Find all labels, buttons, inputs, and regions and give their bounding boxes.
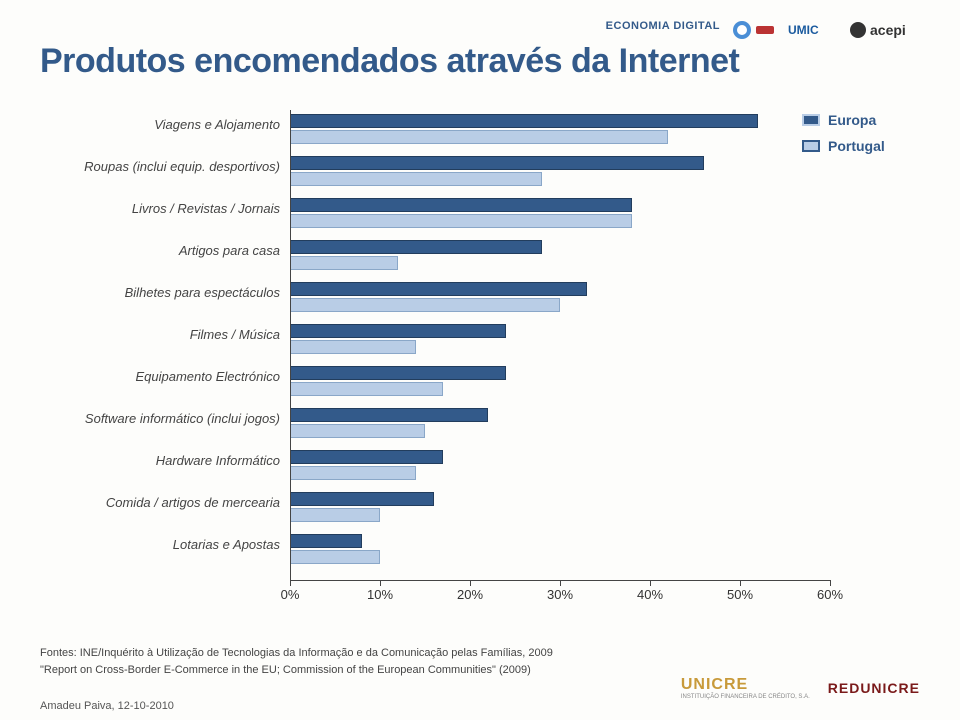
footer-logos: UNICRE INSTITUIÇÃO FINANCEIRA DE CRÉDITO… bbox=[681, 676, 920, 700]
x-tick-mark bbox=[380, 580, 381, 586]
page-title: Produtos encomendados através da Interne… bbox=[40, 42, 739, 81]
category-label: Hardware Informático bbox=[40, 454, 280, 468]
category-label: Roupas (inclui equip. desportivos) bbox=[40, 160, 280, 174]
x-tick-mark bbox=[830, 580, 831, 586]
footer-source-2: "Report on Cross-Border E-Commerce in th… bbox=[40, 662, 553, 679]
footer-author: Amadeu Paiva, 12-10-2010 bbox=[40, 700, 174, 712]
x-tick-label: 20% bbox=[450, 587, 490, 602]
legend-label-portugal: Portugal bbox=[828, 138, 885, 154]
acepi-logo: acepi bbox=[848, 16, 920, 44]
category-label: Viagens e Alojamento bbox=[40, 118, 280, 132]
legend-label-europa: Europa bbox=[828, 112, 876, 128]
category-label: Filmes / Música bbox=[40, 328, 280, 342]
x-tick-label: 50% bbox=[720, 587, 760, 602]
partner-logo-1 bbox=[728, 16, 778, 44]
x-tick-mark bbox=[290, 580, 291, 586]
page-root: ECONOMIA DIGITAL UMIC acepi Produtos enc… bbox=[0, 0, 960, 720]
umic-logo: UMIC bbox=[788, 16, 838, 44]
svg-text:UMIC: UMIC bbox=[788, 23, 819, 37]
x-tick-label: 40% bbox=[630, 587, 670, 602]
header-logo-row: UMIC acepi bbox=[728, 16, 920, 44]
footer-source-1: Fontes: INE/Inquérito à Utilização de Te… bbox=[40, 645, 553, 662]
chart-area: Europa Portugal Viagens e Alojamento Roup… bbox=[40, 110, 920, 610]
category-label: Equipamento Electrónico bbox=[40, 370, 280, 384]
category-label: Bilhetes para espectáculos bbox=[40, 286, 280, 300]
x-tick-label: 30% bbox=[540, 587, 580, 602]
x-axis-ticks: 0%10%20%30%40%50%60% bbox=[290, 110, 830, 580]
category-label: Livros / Revistas / Jornais bbox=[40, 202, 280, 216]
category-label: Lotarias e Apostas bbox=[40, 538, 280, 552]
x-tick-mark bbox=[740, 580, 741, 586]
x-tick-mark bbox=[560, 580, 561, 586]
x-tick-mark bbox=[470, 580, 471, 586]
economia-digital-label: ECONOMIA DIGITAL bbox=[606, 20, 720, 32]
redunicre-logo: REDUNICRE bbox=[828, 680, 920, 696]
x-tick-label: 0% bbox=[270, 587, 310, 602]
category-label: Software informático (inclui jogos) bbox=[40, 412, 280, 426]
x-tick-label: 60% bbox=[810, 587, 850, 602]
unicre-logo: UNICRE INSTITUIÇÃO FINANCEIRA DE CRÉDITO… bbox=[681, 676, 810, 700]
x-tick-mark bbox=[650, 580, 651, 586]
category-label: Comida / artigos de mercearia bbox=[40, 496, 280, 510]
x-tick-label: 10% bbox=[360, 587, 400, 602]
category-label: Artigos para casa bbox=[40, 244, 280, 258]
category-labels: Viagens e Alojamento Roupas (inclui equip… bbox=[40, 110, 280, 580]
svg-text:acepi: acepi bbox=[870, 22, 906, 38]
footer-sources: Fontes: INE/Inquérito à Utilização de Te… bbox=[40, 645, 553, 678]
